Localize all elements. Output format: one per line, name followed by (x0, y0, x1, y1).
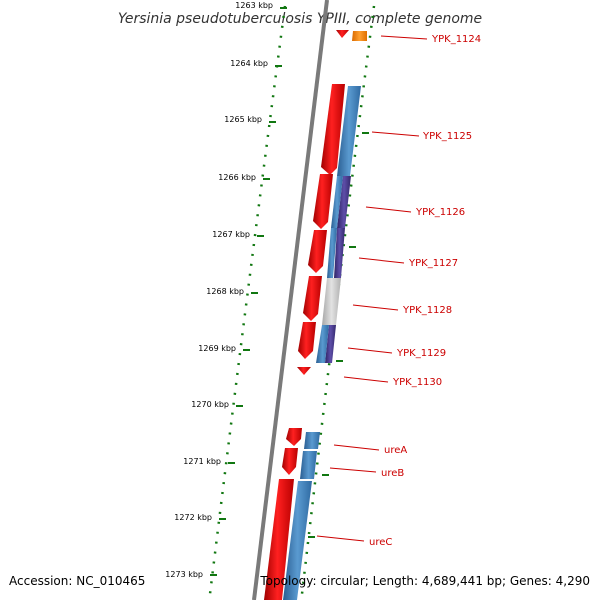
cds-arrow-ypk-1128 (303, 276, 322, 321)
scale-tick-label: 1272 kbp (174, 513, 212, 522)
genome-backbone (252, 0, 329, 600)
scale-tick-label: 1268 kbp (206, 287, 244, 296)
gene-label-ypk-1128: YPK_1128 (402, 305, 452, 316)
cog-block-ureb (300, 451, 317, 479)
scale-tick-label: 1266 kbp (218, 173, 256, 182)
cog-block-ypk-1127 (334, 228, 345, 278)
scale-tick-label: 1273 kbp (165, 570, 203, 579)
cog-block-ypk-1125 (337, 86, 361, 176)
gene-label-ypk-1124: YPK_1124 (431, 34, 481, 45)
scale-tick-label: 1265 kbp (224, 115, 262, 124)
leader-line (380, 35, 428, 40)
cds-arrow-ypk-1125 (321, 84, 345, 175)
leader-line (316, 535, 365, 542)
cog-block-urea (304, 432, 320, 449)
cog-block-ypk-1128 (322, 278, 341, 325)
outer-scale-dotted-line (208, 5, 287, 595)
cog-block-ypk-1126-b (331, 176, 343, 228)
gene-labels: YPK_1124 YPK_1125 YPK_1126 YPK_1127 YPK_… (316, 34, 481, 548)
cog-block-ypk-1127-b (327, 228, 337, 278)
gene-label-urec: ureC (369, 537, 392, 548)
leader-line (371, 131, 420, 137)
leader-line (329, 467, 377, 473)
cog-block-ypk-1126 (337, 176, 351, 228)
scale-tick-label: 1263 kbp (235, 1, 273, 10)
inner-ticks (308, 132, 369, 538)
cds-arrow-ypk-1130 (297, 367, 311, 375)
scale-tick-label: 1271 kbp (183, 457, 221, 466)
cds-arrow-urec (264, 479, 294, 600)
gene-label-ypk-1130: YPK_1130 (392, 377, 442, 388)
topology-text: Topology: circular; Length: 4,689,441 bp… (260, 574, 590, 588)
gene-label-urea: ureA (384, 445, 407, 456)
scale-ticks: 1263 kbp 1264 kbp 1265 kbp 1266 kbp 1267… (165, 1, 287, 579)
scale-tick-label: 1264 kbp (230, 59, 268, 68)
leader-line (358, 257, 405, 264)
cog-block-urec (283, 481, 312, 600)
leader-line (343, 376, 389, 383)
leader-line (333, 444, 380, 451)
leader-line (347, 347, 393, 354)
gene-label-ureb: ureB (381, 468, 404, 479)
cog-colored-genes (283, 31, 367, 600)
gene-label-ypk-1125: YPK_1125 (422, 131, 472, 142)
cds-arrow-ypk-1127 (308, 230, 327, 273)
leader-line (352, 304, 399, 311)
scale-tick-label: 1267 kbp (212, 230, 250, 239)
gene-label-ypk-1127: YPK_1127 (408, 258, 458, 269)
cds-arrow-ypk-1124 (336, 30, 349, 38)
leader-line (365, 206, 412, 213)
gene-label-ypk-1126: YPK_1126 (415, 207, 465, 218)
cds-arrow-ypk-1129 (298, 322, 316, 359)
map-title: Yersinia pseudotuberculosis YPIII, compl… (118, 11, 482, 27)
cog-block-ypk-1124 (352, 31, 367, 41)
accession-text: Accession: NC_010465 (9, 574, 146, 588)
scale-tick-label: 1270 kbp (191, 400, 229, 409)
cog-block-ypk-1129 (325, 325, 336, 363)
cds-arrow-ureb (282, 448, 298, 475)
cds-arrow-urea (286, 428, 302, 446)
scale-tick-label: 1269 kbp (198, 344, 236, 353)
gene-label-ypk-1129: YPK_1129 (396, 348, 446, 359)
forward-strand-genes (264, 30, 349, 600)
cog-block-ypk-1129-b (316, 325, 329, 363)
cds-arrow-ypk-1126 (313, 174, 333, 229)
